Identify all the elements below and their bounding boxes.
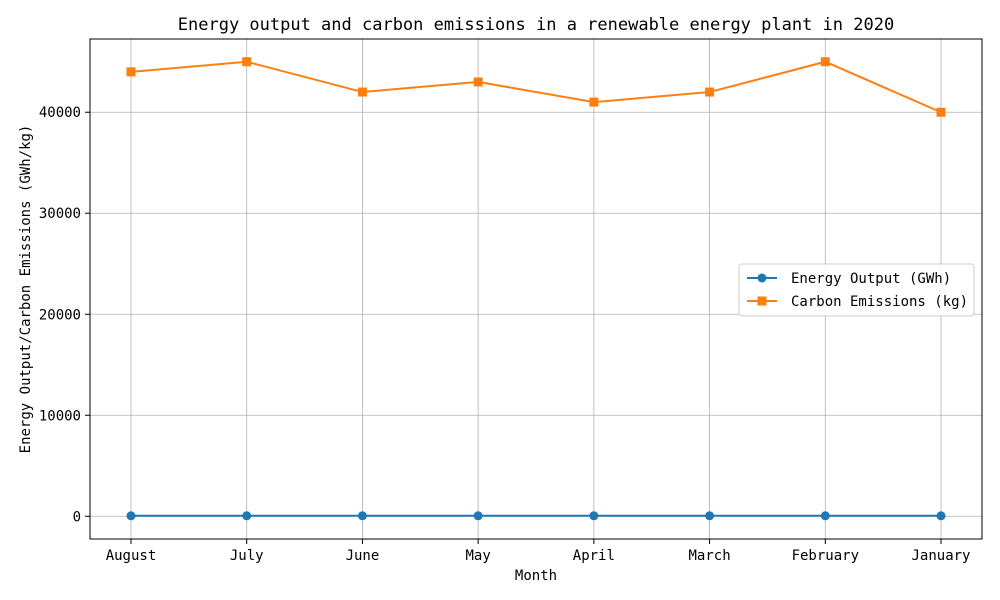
- x-tick-label: January: [911, 548, 970, 564]
- data-point: [589, 511, 599, 521]
- series-1: [126, 511, 946, 521]
- x-tick-label: July: [230, 548, 264, 564]
- legend-frame: [738, 263, 975, 317]
- data-point: [357, 87, 367, 97]
- y-tick-label: 30000: [39, 206, 81, 222]
- x-axis: August July June May April March February Janua…: [106, 539, 971, 564]
- x-tick-label: August: [106, 548, 157, 564]
- data-point: [126, 511, 136, 521]
- legend: Energy Output (GWh) Carbon Emissions (kg): [738, 263, 975, 317]
- data-point: [820, 511, 830, 521]
- legend-item: Energy Output (GWh): [747, 271, 951, 287]
- data-point: [705, 511, 715, 521]
- x-tick-label: May: [465, 548, 490, 564]
- data-point: [936, 511, 946, 521]
- series-layer: [126, 57, 946, 521]
- data-point: [473, 77, 483, 87]
- x-tick-label: February: [792, 548, 859, 564]
- plot-area-frame: [89, 38, 983, 540]
- data-point: [589, 97, 599, 107]
- data-point: [357, 511, 367, 521]
- y-tick-label: 40000: [39, 105, 81, 121]
- series-line: [130, 60, 942, 114]
- y-axis-label: Energy Output/Carbon Emissions (GWh/kg): [18, 125, 34, 454]
- data-point: [242, 57, 252, 67]
- legend-marker: [757, 273, 767, 283]
- x-tick-label: April: [573, 548, 615, 564]
- chart-title: Energy output and carbon emissions in a …: [178, 15, 894, 35]
- x-tick-label: March: [688, 548, 730, 564]
- legend-label: Carbon Emissions (kg): [791, 294, 968, 310]
- y-tick-label: 10000: [39, 408, 81, 424]
- data-point: [936, 107, 946, 117]
- data-point: [242, 511, 252, 521]
- legend-marker: [757, 296, 767, 306]
- y-tick-label: 20000: [39, 307, 81, 323]
- series-2: [126, 57, 946, 117]
- x-axis-label: Month: [515, 568, 557, 584]
- data-point: [473, 511, 483, 521]
- y-axis: 0 10000 20000 30000 40000: [39, 105, 90, 525]
- y-tick-label: 0: [73, 509, 81, 525]
- data-point: [705, 87, 715, 97]
- data-point: [126, 67, 136, 77]
- legend-label: Energy Output (GWh): [791, 271, 951, 287]
- x-tick-label: June: [346, 548, 380, 564]
- legend-item: Carbon Emissions (kg): [747, 294, 968, 310]
- data-point: [820, 57, 830, 67]
